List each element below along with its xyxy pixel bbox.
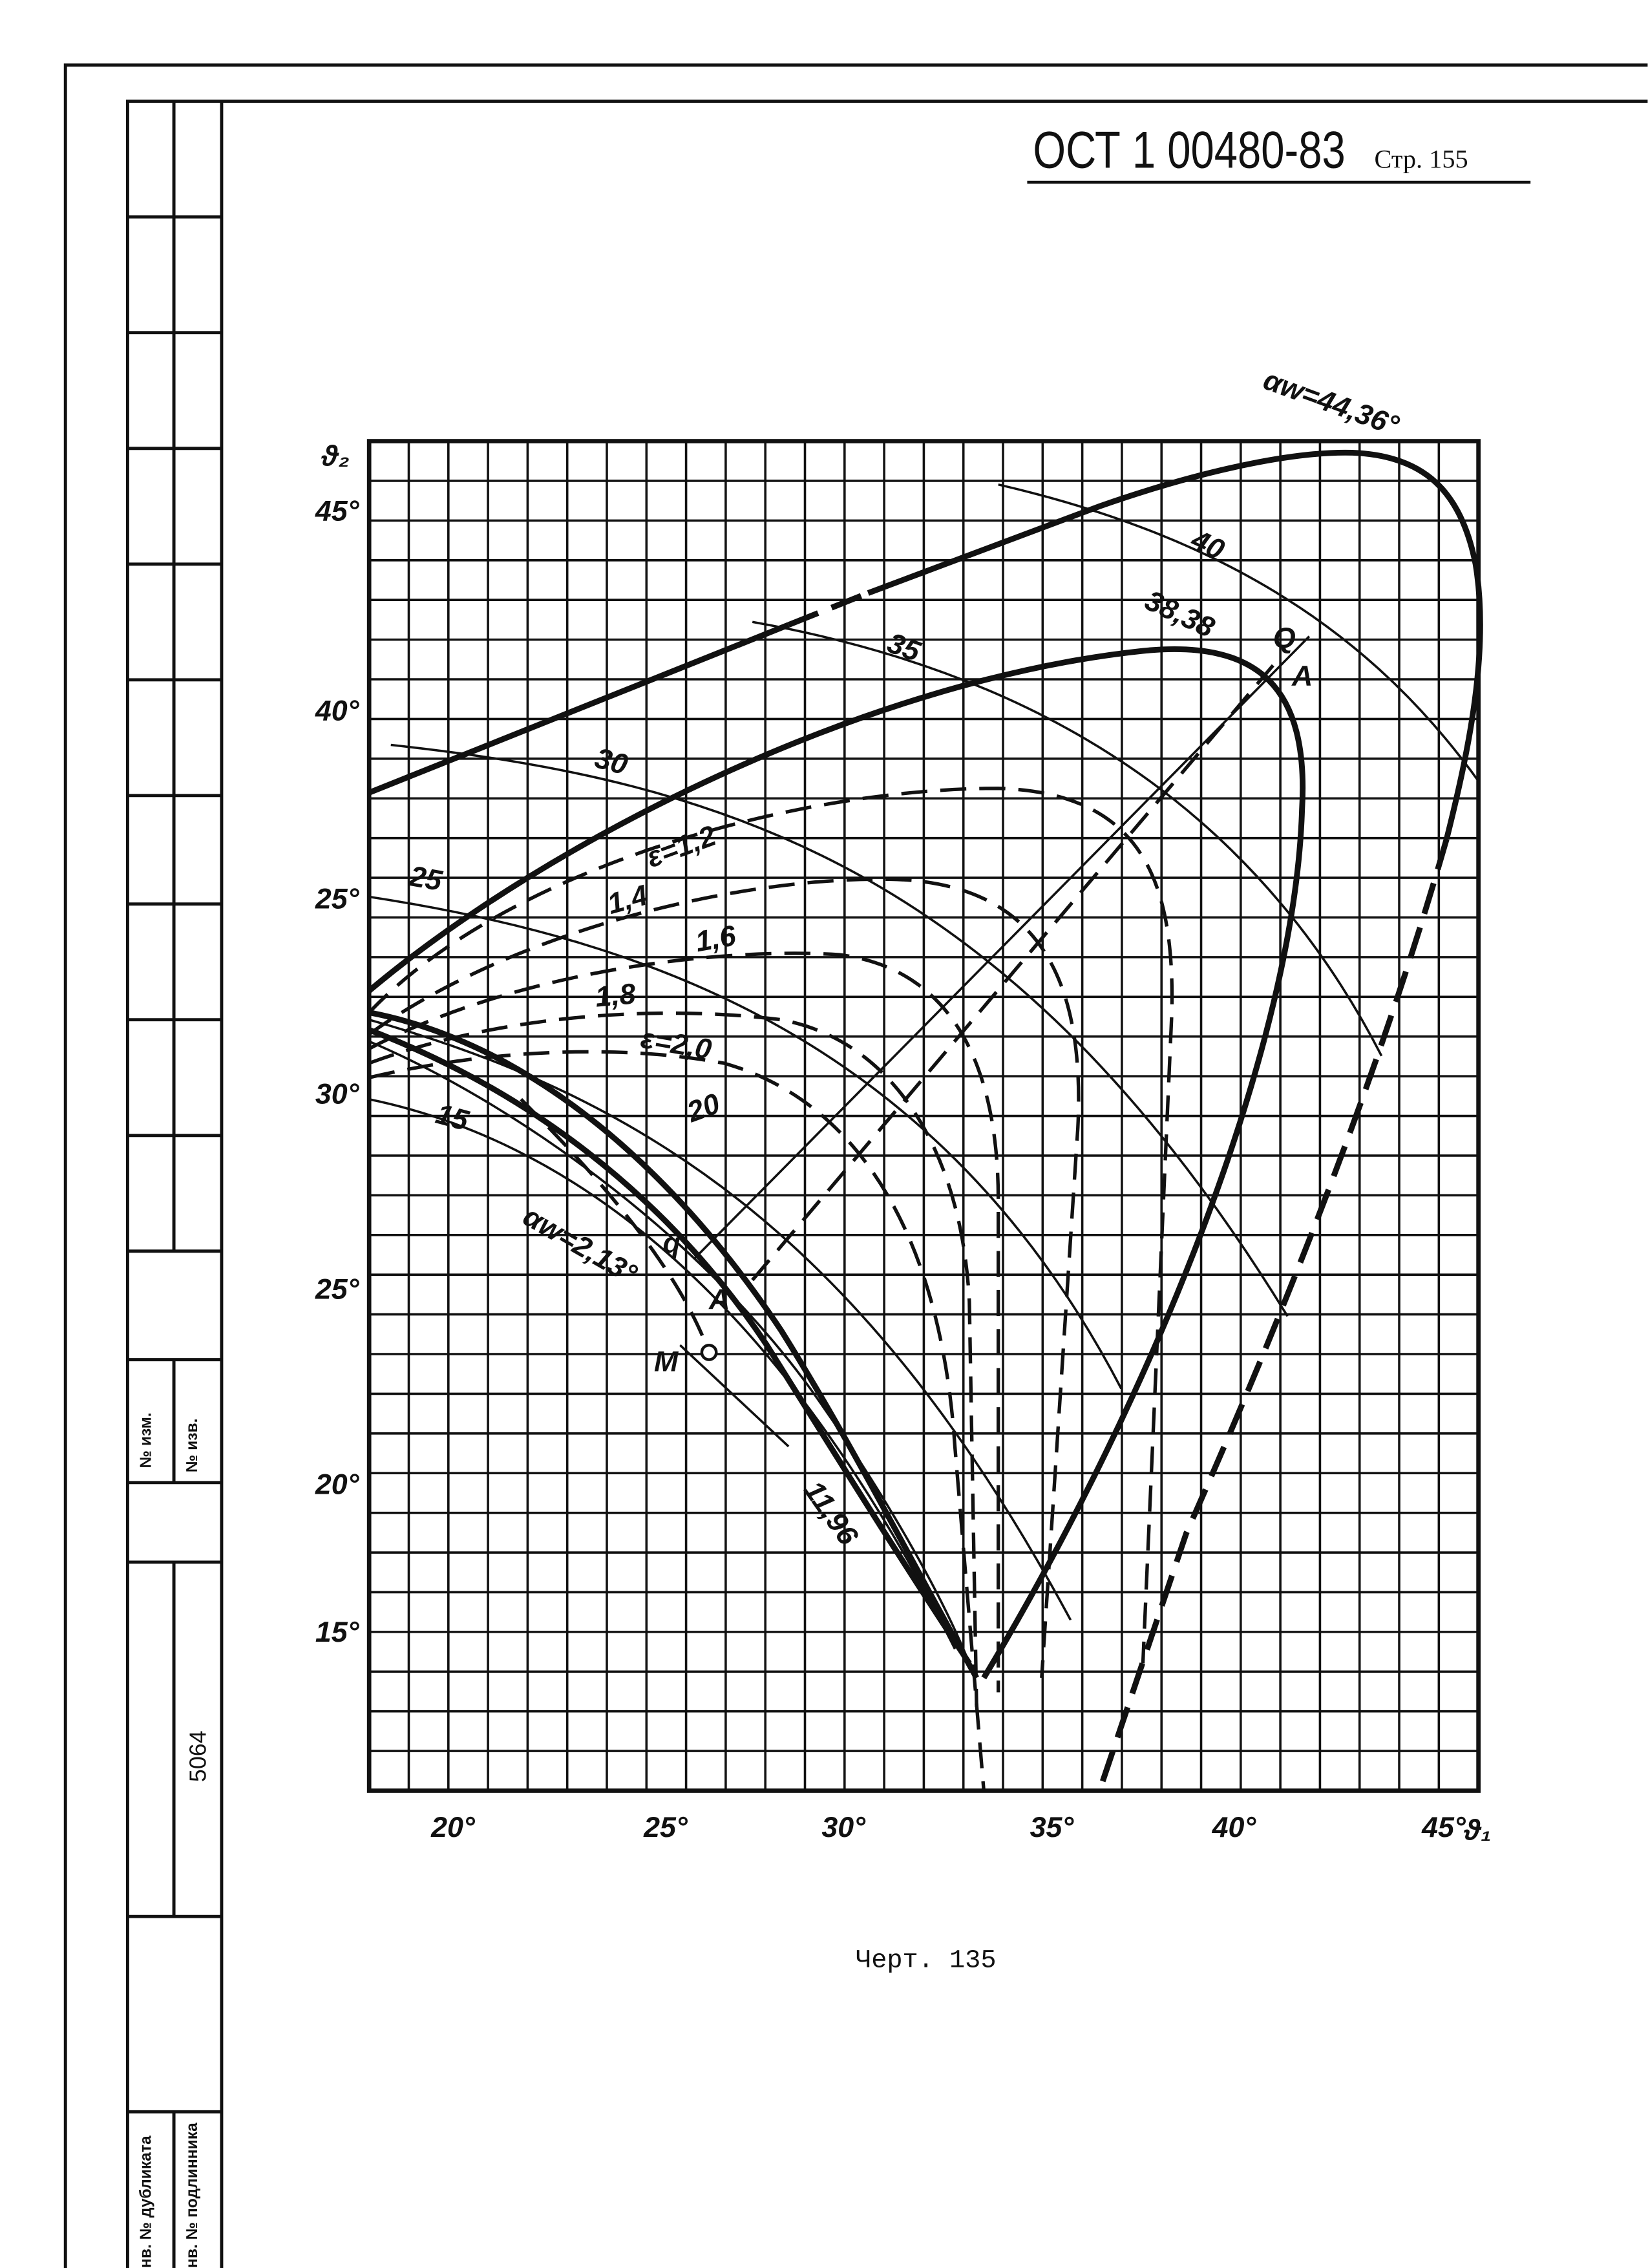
curve [368,1010,979,1680]
point-m [700,1343,718,1361]
inner-frame [125,100,1648,2268]
stamp-rows [127,215,222,2114]
epsilon-curve [368,786,1174,1664]
curve-label: A [1291,660,1313,692]
curve-label: Q [1273,622,1296,655]
stamp-text: нв. № подлинника [184,2123,201,2268]
x-tick-label: 35° [1030,1811,1075,1843]
y-tick-label: 15° [315,1616,360,1648]
curve-label: 1,6 [693,919,739,958]
x-tick-label: 30° [821,1811,866,1843]
curve [368,622,790,796]
curve-label: A [708,1283,730,1315]
curve-label: 1,8 [594,977,637,1013]
epsilon-curve [368,1011,978,1707]
y-tick-label: 45° [315,495,360,527]
x-axis-label: ϑ₁ [1463,1814,1491,1847]
curve [1097,838,1450,1792]
doc-code: ОСТ 1 00480-83 [1033,122,1345,180]
y-tick-label: 40° [315,694,360,726]
curve-label: 25 [407,860,445,897]
curve [390,743,1289,1317]
y-axis-label: ϑ₂ [321,440,350,472]
curve [368,1098,956,1649]
y-tick-label: 30° [315,1078,360,1110]
x-tick-label: 20° [430,1811,476,1843]
y-tick-label: 25° [315,882,360,915]
curve [787,590,869,628]
stamp-text: № изм. [137,1412,154,1468]
outer-frame [63,63,1648,2268]
x-tick-label: 25° [643,1811,688,1843]
caption: Черт. 135 [856,1946,996,1976]
curve [998,483,1480,782]
curve [867,449,1483,840]
epsilon-curve [368,877,1081,1679]
curve [368,1027,972,1666]
x-tick-label: 45° [1421,1811,1466,1843]
curve-label: M [654,1346,679,1378]
page-number: Стр. 155 [1375,145,1468,174]
curve [368,1018,1072,1621]
chart-curves [367,449,1483,1792]
curve [520,1097,711,1353]
y-tick-label: 20° [315,1468,360,1501]
curve [679,635,1311,1448]
stamp-text: нв. № дубликата [137,2136,154,2268]
curve [751,664,1274,1282]
x-tick-label: 40° [1212,1811,1257,1843]
curve [368,1040,971,1664]
y-tick-label: 25° [315,1273,360,1306]
curve-label: q [662,1227,680,1259]
epsilon-curve [368,951,1000,1693]
stamp-number: 5064 [185,1730,211,1782]
epsilon-curve [368,1050,986,1791]
curve [752,620,1383,1057]
curve [368,895,1123,1390]
stamp-text: № изв. [184,1419,201,1473]
plot-border [366,439,1481,1793]
